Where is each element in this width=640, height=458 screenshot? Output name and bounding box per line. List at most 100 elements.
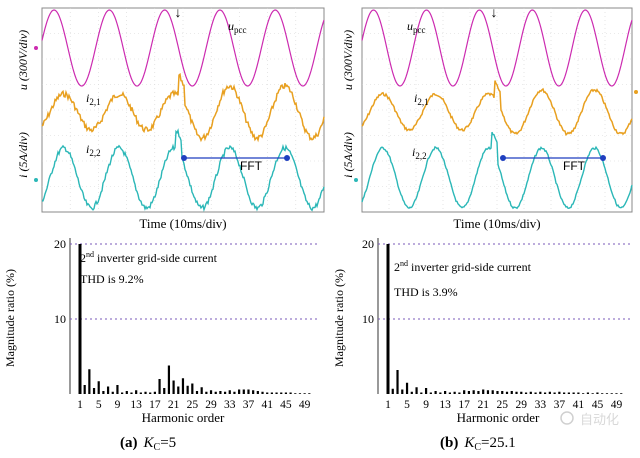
harmonic-bar (261, 391, 264, 394)
spectrum-annotation-line1: 2nd inverter grid-side current (394, 259, 532, 274)
figure-caption-a: (a) KC=5 (120, 435, 176, 453)
harmonic-bar (205, 391, 208, 394)
event-marker: ↓ (175, 6, 182, 21)
harmonic-bar (620, 393, 623, 394)
harmonic-bar (191, 383, 194, 394)
scope-panel-b: ↓ upcc i2,1 i2,2 FFT Time (10ms/div) u (… (341, 6, 638, 231)
spectrum-plot-a: 10 20 1 5 9 13 17 21 25 29 33 37 41 45 49 (54, 237, 318, 411)
harmonic-bar (158, 379, 161, 394)
spectrum-panel-a: Magnitude ratio (%) 2nd inverter grid-si… (3, 237, 318, 453)
x-tick-label: 29 (205, 399, 217, 411)
harmonic-bar (453, 391, 456, 394)
x-tick-label: 5 (404, 399, 410, 411)
wechat-icon (560, 411, 574, 425)
harmonic-bar (247, 389, 250, 394)
harmonic-bar (106, 386, 110, 394)
trace-label-u: upcc (407, 19, 426, 35)
harmonic-bar (463, 390, 466, 394)
harmonic-bar (467, 391, 471, 394)
x-tick-label: 33 (224, 399, 236, 411)
x-tick-label: 17 (149, 399, 161, 411)
harmonic-bar (510, 391, 513, 394)
harmonic-bar (121, 392, 124, 394)
harmonic-bar (223, 391, 227, 394)
harmonic-bar (524, 392, 528, 394)
harmonic-bar (567, 392, 570, 394)
harmonic-bar (167, 365, 171, 394)
harmonic-bar (181, 378, 185, 394)
x-tick-label: 37 (554, 399, 566, 411)
harmonic-bar (97, 381, 100, 394)
harmonic-bar (439, 392, 442, 394)
trace-label-u: upcc (228, 19, 247, 35)
x-tick-label: 17 (458, 399, 470, 411)
harmonic-bar (266, 392, 269, 394)
harmonic-bar (144, 391, 147, 394)
harmonic-bar (294, 393, 297, 394)
harmonic-bar (88, 369, 91, 394)
trace-label-i2: i2,2 (86, 142, 101, 158)
fft-window-end (600, 155, 606, 161)
x-tick-label: 41 (573, 399, 585, 411)
watermark-text: 自动化 (580, 413, 619, 428)
harmonic-bar (610, 393, 613, 394)
harmonic-bar (424, 388, 428, 394)
x-tick-label: 1 (77, 399, 83, 411)
scope-ylabel-upper: u (300V/div) (16, 30, 30, 90)
harmonic-bar (415, 387, 418, 394)
harmonic-bar (601, 393, 604, 394)
harmonic-bar (563, 392, 566, 394)
channel-marker-u (34, 46, 38, 50)
harmonic-bar (539, 391, 542, 394)
x-tick-label: 45 (280, 399, 292, 411)
harmonic-bar (515, 391, 518, 394)
harmonic-bar (615, 393, 618, 394)
x-tick-label: 9 (115, 399, 121, 411)
harmonic-bar (102, 391, 105, 394)
harmonic-bar (177, 386, 180, 394)
harmonic-bar (308, 393, 311, 394)
scope-grid (362, 8, 632, 212)
harmonic-bar (280, 392, 283, 394)
spectrum-annotation-line2: THD is 3.9% (394, 285, 458, 299)
harmonic-bar (139, 392, 142, 394)
fft-window-start (181, 155, 187, 161)
harmonic-bar (482, 389, 485, 394)
x-tick-label: 45 (592, 399, 604, 411)
x-tick-label: 21 (477, 399, 489, 411)
trace-label-i1: i2,1 (414, 91, 429, 107)
harmonic-bar (405, 382, 409, 394)
x-tick-label: 13 (130, 399, 142, 411)
x-tick-label: 41 (261, 399, 273, 411)
harmonic-bar (303, 393, 306, 394)
spectrum-xlabel: Harmonic order (142, 410, 225, 425)
harmonic-bar (209, 390, 213, 394)
harmonic-bar (275, 392, 278, 394)
scope-ylabel-lower: i (5A/div) (341, 132, 355, 178)
harmonic-bar (486, 390, 490, 394)
trace-i-2-1 (361, 80, 633, 136)
trace-label-i1: i2,1 (86, 91, 101, 107)
fft-label: FFT (240, 159, 263, 173)
harmonic-bar (553, 392, 556, 394)
harmonic-bar (548, 391, 551, 394)
x-tick-label: 49 (299, 399, 311, 411)
y-tick-label: 20 (54, 237, 66, 251)
harmonic-bar (289, 392, 292, 394)
x-tick-label: 1 (385, 399, 391, 411)
harmonic-bar (586, 392, 590, 394)
harmonic-bar (83, 385, 86, 394)
x-tick-label: 25 (187, 399, 199, 411)
harmonic-bar (529, 391, 532, 394)
harmonic-bar (401, 389, 404, 394)
harmonic-bar (233, 391, 236, 394)
spectrum-plot-b: 10 20 1 5 9 13 17 21 25 29 33 37 41 45 49 (362, 237, 630, 411)
harmonic-bar (242, 389, 245, 394)
harmonic-bar (149, 392, 152, 394)
harmonic-bar (256, 391, 259, 394)
scope-panel-a: ↓ upcc i2,1 i2,2 FFT Time (10ms/div) u (… (16, 6, 325, 231)
trace-u-pcc (361, 9, 633, 87)
trace-u-pcc (41, 9, 325, 87)
x-tick-label: 9 (423, 399, 429, 411)
harmonic-bar (186, 385, 189, 394)
